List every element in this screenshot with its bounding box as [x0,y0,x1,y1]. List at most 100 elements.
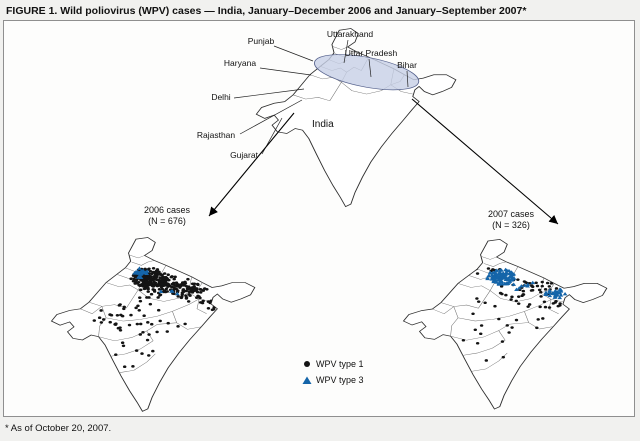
region-label-uttar-pradesh: Uttar Pradesh [345,48,398,58]
wpv1-case-marker [129,277,133,281]
wpv3-case-marker [503,267,508,272]
wpv1-case-marker [526,305,530,308]
wpv3-case-marker [511,282,517,286]
wpv1-case-marker [179,284,183,288]
wpv1-case-marker [136,281,141,284]
wpv1-case-marker [121,344,126,348]
wpv1-case-marker [108,320,112,324]
map-2006 [50,236,256,412]
wpv1-case-marker [192,288,196,292]
wpv1-case-marker [536,318,540,321]
wpv1-case-marker [151,349,155,353]
wpv1-case-marker [134,306,138,310]
wpv1-case-marker [475,297,479,300]
leader-line-rajasthan [239,99,303,135]
wpv3-case-marker [557,295,563,300]
wpv1-case-marker [160,287,165,291]
leader-line-punjab [273,45,314,62]
wpv1-case-marker [174,281,179,285]
wpv1-case-marker [484,359,489,362]
caption-2006-title: 2006 cases [144,205,191,215]
wpv1-case-marker [143,284,147,288]
region-label-uttarakhand: Uttarakhand [327,29,374,39]
wpv3-case-marker [547,288,553,292]
wpv1-case-marker [547,285,552,288]
wpv1-case-marker [133,282,137,285]
wpv3-case-marker [558,293,564,297]
wpv1-case-marker [141,330,145,334]
wpv1-case-marker [122,365,127,369]
wpv1-case-marker [195,288,199,292]
arrow-to-2006-map [208,112,295,217]
wpv1-case-marker [176,295,180,298]
wpv1-case-marker [160,280,164,283]
wpv1-case-marker [151,278,155,282]
wpv1-case-marker [138,284,142,287]
wpv1-case-marker [109,313,114,317]
wpv1-case-marker [165,290,169,293]
wpv1-case-marker [162,283,167,287]
map-2007 [402,238,608,410]
wpv1-case-marker [146,286,150,289]
wpv1-case-marker [184,296,189,299]
region-label-haryana: Haryana [224,58,256,68]
wpv1-case-marker [186,277,190,281]
wpv3-case-marker [501,273,507,277]
wpv1-case-marker [205,287,209,291]
wpv1-case-marker [521,293,526,296]
wpv1-case-marker [166,285,170,288]
wpv1-case-marker [127,323,132,327]
wpv1-case-marker [147,267,151,271]
wpv1-case-marker [180,293,184,296]
wpv1-case-marker [538,305,542,309]
wpv3-case-marker [493,278,498,283]
wpv1-case-marker [530,284,534,288]
legend: WPV type 1 WPV type 3 [302,359,364,385]
wpv1-case-marker [539,290,543,294]
wpv1-case-marker [500,292,504,296]
wpv1-case-marker [153,272,158,276]
wpv1-case-marker [554,287,559,290]
wpv1-case-marker [534,281,538,285]
wpv3-case-marker [509,273,514,277]
wpv1-case-marker [537,288,542,292]
wpv1-case-marker [186,287,190,291]
wpv1-case-marker [122,307,126,311]
wpv1-case-marker [142,275,146,278]
wpv1-case-marker [514,299,518,303]
legend-wpv1-label: WPV type 1 [316,359,364,369]
wpv1-case-marker [176,325,180,328]
wpv3-case-marker [174,291,180,296]
wpv1-case-marker [486,267,491,270]
wpv3-case-marker [493,269,499,273]
wpv1-case-marker [148,281,152,284]
wpv1-case-marker [549,282,554,285]
wpv1-case-marker [540,280,544,284]
wpv1-case-marker [476,300,481,303]
wpv1-case-marker [499,285,504,288]
wpv3-case-marker [514,287,519,291]
wpv1-case-marker [522,280,527,283]
india-outline-2007 [402,238,608,410]
wpv1-case-marker [183,322,187,326]
wpv3-case-marker [506,280,512,284]
wpv1-case-marker [211,307,216,311]
wpv1-case-marker [150,322,154,326]
legend-wpv3-marker [302,376,312,384]
wpv1-case-marker [504,293,508,297]
wpv1-case-marker [150,272,154,276]
wpv3-case-marker [557,287,563,291]
wpv1-case-marker [473,328,477,331]
wpv1-case-marker [119,313,123,317]
wpv1-case-marker [117,304,122,307]
wpv3-case-marker [492,276,498,280]
wpv3-case-marker [506,277,511,282]
wpv1-case-marker [118,328,123,332]
wpv1-case-marker [553,301,557,304]
wpv1-case-marker [134,349,139,352]
wpv1-case-marker [173,275,177,279]
wpv1-case-marker [535,326,539,330]
wpv1-case-marker [133,275,137,279]
wpv1-case-marker [149,292,154,296]
wpv1-case-marker [148,302,153,306]
